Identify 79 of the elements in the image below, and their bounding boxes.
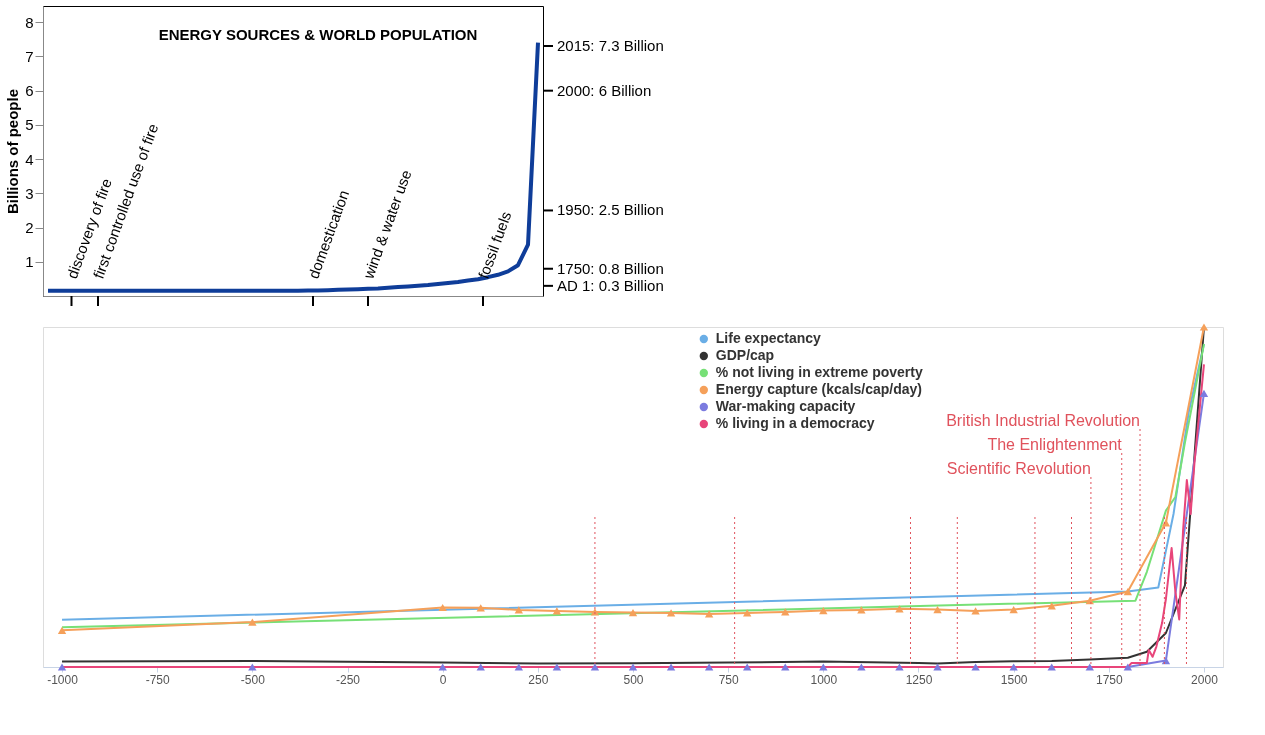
legend-label: % living in a democracy [715, 415, 875, 431]
x-tick-label: -500 [240, 672, 266, 687]
point [1009, 663, 1018, 671]
point [1047, 663, 1056, 671]
text: 2015: 7.3 Billion [557, 37, 664, 55]
point [438, 603, 447, 612]
text: AD 1: 0.3 Billion [557, 276, 664, 294]
x-tick-label: 2000 [1191, 672, 1219, 687]
point [628, 663, 638, 671]
point [438, 663, 447, 671]
legend-label: War-making capacity [715, 398, 856, 414]
point [57, 626, 67, 634]
x-tick-label: 1750 [1095, 672, 1123, 687]
x-tick-label: 750 [718, 672, 739, 687]
text: 2000: 6 Billion [557, 81, 652, 99]
x-tick-label: 1500 [1000, 672, 1028, 687]
annotation: wind & water use [359, 167, 415, 282]
y-tick-label: 1 [25, 253, 34, 271]
point [552, 607, 562, 615]
x-tick-label: 250 [528, 672, 549, 687]
point [781, 608, 790, 616]
point [248, 618, 257, 626]
ref-line-label: The Enlightenment [987, 436, 1123, 453]
point [666, 663, 676, 671]
text: 1750: 0.8 Billion [557, 259, 664, 277]
point [933, 663, 942, 671]
point [704, 610, 714, 618]
point [857, 606, 866, 614]
point [248, 663, 257, 671]
x-tick-label: 1250 [905, 672, 933, 687]
point [666, 609, 676, 617]
point [552, 663, 562, 671]
x-tick-label: 1000 [810, 672, 838, 687]
y-tick-label: 7 [25, 47, 34, 65]
legend-label: Life expectancy [715, 330, 822, 346]
x-tick-label: 500 [623, 672, 644, 687]
point [1199, 389, 1209, 397]
point [57, 663, 67, 671]
y-tick-label: 4 [25, 150, 34, 168]
point [743, 663, 752, 671]
y-tick-label: 2 [25, 219, 34, 237]
point [1123, 663, 1133, 671]
point [933, 605, 942, 614]
legend-label: % not living in extreme poverty [715, 364, 923, 380]
y-tick-label: 6 [25, 82, 34, 100]
ref-line-label: British Industrial Revolution [946, 412, 1141, 429]
point [971, 607, 980, 615]
point [1009, 605, 1018, 614]
legend-label: GDP/cap [715, 347, 775, 363]
point [857, 663, 866, 671]
text: 1950: 2.5 Billion [557, 201, 664, 219]
y-tick-label: 5 [25, 116, 34, 134]
point [971, 663, 980, 671]
legend-label: Energy capture (kcals/cap/day) [715, 381, 922, 397]
point [1123, 587, 1133, 596]
y-tick-label: 8 [25, 13, 34, 31]
ref-line-label: Scientific Revolution [946, 460, 1091, 477]
point [819, 606, 828, 615]
point [476, 663, 485, 671]
point [1199, 323, 1209, 331]
x-tick-label: -250 [336, 672, 361, 687]
x-tick-label: -750 [145, 672, 171, 687]
y-tick-label: 3 [25, 184, 34, 202]
point [590, 663, 600, 671]
x-tick-label: 0 [439, 672, 447, 687]
annotation: fossil fuels [474, 209, 515, 281]
point [819, 663, 828, 671]
point [743, 609, 752, 617]
text: ENERGY SOURCES & WORLD POPULATION [158, 26, 478, 43]
point [628, 608, 638, 617]
y-axis-title: Billions of people [4, 88, 22, 215]
point [895, 663, 904, 671]
point [704, 663, 714, 671]
point [781, 663, 790, 671]
point [514, 606, 523, 614]
line-series [46, 40, 540, 293]
x-tick-label: -1000 [47, 672, 79, 687]
point [514, 663, 523, 671]
point [1085, 663, 1094, 671]
